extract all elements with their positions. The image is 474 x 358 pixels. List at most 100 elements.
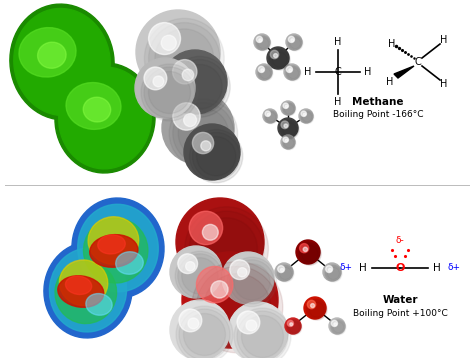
Ellipse shape bbox=[88, 217, 139, 264]
Circle shape bbox=[202, 224, 218, 240]
Circle shape bbox=[326, 266, 333, 272]
Circle shape bbox=[192, 132, 214, 154]
Circle shape bbox=[237, 311, 288, 358]
Ellipse shape bbox=[116, 252, 143, 274]
Circle shape bbox=[179, 309, 202, 332]
Circle shape bbox=[188, 318, 199, 329]
Circle shape bbox=[300, 243, 309, 253]
Ellipse shape bbox=[10, 4, 114, 120]
Circle shape bbox=[201, 141, 211, 151]
Circle shape bbox=[176, 198, 264, 286]
Circle shape bbox=[290, 323, 292, 326]
Circle shape bbox=[290, 38, 301, 49]
Circle shape bbox=[270, 50, 279, 59]
Circle shape bbox=[163, 50, 227, 114]
Text: H: H bbox=[334, 37, 342, 47]
Circle shape bbox=[281, 101, 295, 115]
Circle shape bbox=[189, 211, 264, 286]
Circle shape bbox=[283, 136, 296, 150]
Circle shape bbox=[257, 66, 273, 81]
Circle shape bbox=[196, 218, 257, 279]
Text: δ+: δ+ bbox=[447, 263, 461, 272]
Text: H: H bbox=[365, 67, 372, 77]
Circle shape bbox=[283, 137, 295, 149]
Circle shape bbox=[333, 321, 344, 333]
Circle shape bbox=[331, 320, 337, 326]
Circle shape bbox=[246, 320, 257, 331]
Circle shape bbox=[270, 50, 289, 69]
Ellipse shape bbox=[44, 242, 132, 338]
Circle shape bbox=[237, 311, 260, 334]
Circle shape bbox=[189, 211, 223, 245]
Circle shape bbox=[284, 138, 294, 148]
Circle shape bbox=[197, 137, 236, 176]
Circle shape bbox=[153, 76, 164, 87]
Polygon shape bbox=[394, 66, 414, 78]
Circle shape bbox=[161, 35, 176, 50]
Circle shape bbox=[272, 52, 287, 67]
Circle shape bbox=[269, 49, 290, 70]
Text: O: O bbox=[395, 263, 405, 273]
Circle shape bbox=[286, 66, 301, 81]
Circle shape bbox=[278, 266, 284, 272]
Circle shape bbox=[192, 132, 240, 180]
Circle shape bbox=[288, 37, 294, 43]
Circle shape bbox=[256, 64, 272, 80]
Circle shape bbox=[241, 315, 283, 358]
Circle shape bbox=[273, 54, 278, 58]
Ellipse shape bbox=[72, 198, 164, 298]
Circle shape bbox=[183, 113, 197, 127]
Circle shape bbox=[327, 267, 340, 280]
Circle shape bbox=[148, 72, 191, 113]
Ellipse shape bbox=[14, 9, 110, 116]
Circle shape bbox=[230, 260, 249, 280]
Circle shape bbox=[173, 103, 234, 164]
Circle shape bbox=[204, 274, 271, 341]
Circle shape bbox=[283, 103, 288, 108]
Circle shape bbox=[300, 243, 320, 264]
Circle shape bbox=[254, 34, 270, 50]
Circle shape bbox=[256, 37, 270, 50]
Text: C: C bbox=[415, 57, 421, 67]
Circle shape bbox=[278, 266, 293, 281]
Circle shape bbox=[286, 66, 292, 72]
Ellipse shape bbox=[58, 276, 104, 307]
Circle shape bbox=[162, 92, 234, 164]
Circle shape bbox=[184, 124, 240, 180]
Circle shape bbox=[257, 38, 269, 49]
Text: H: H bbox=[440, 35, 447, 45]
Circle shape bbox=[283, 122, 297, 136]
Circle shape bbox=[284, 104, 294, 114]
Text: Water: Water bbox=[382, 295, 418, 305]
Circle shape bbox=[149, 23, 181, 54]
Circle shape bbox=[278, 118, 298, 138]
Circle shape bbox=[173, 103, 200, 130]
Circle shape bbox=[329, 318, 345, 334]
Circle shape bbox=[222, 252, 274, 304]
Circle shape bbox=[263, 109, 277, 123]
Ellipse shape bbox=[83, 97, 111, 122]
Circle shape bbox=[135, 58, 195, 118]
Circle shape bbox=[301, 111, 306, 116]
Circle shape bbox=[288, 37, 302, 50]
Circle shape bbox=[169, 57, 230, 117]
Circle shape bbox=[182, 252, 278, 348]
Circle shape bbox=[170, 246, 222, 298]
Circle shape bbox=[173, 59, 227, 114]
Circle shape bbox=[296, 240, 320, 264]
Circle shape bbox=[259, 39, 262, 42]
Ellipse shape bbox=[37, 42, 66, 68]
Circle shape bbox=[285, 318, 301, 334]
Circle shape bbox=[234, 308, 291, 358]
Circle shape bbox=[136, 10, 220, 94]
Circle shape bbox=[285, 105, 288, 108]
Circle shape bbox=[287, 320, 293, 326]
Circle shape bbox=[285, 139, 288, 142]
Circle shape bbox=[169, 99, 237, 168]
Circle shape bbox=[284, 64, 300, 80]
Circle shape bbox=[301, 111, 313, 123]
Circle shape bbox=[289, 321, 300, 333]
Circle shape bbox=[284, 124, 288, 127]
Circle shape bbox=[265, 111, 277, 123]
Circle shape bbox=[176, 306, 233, 358]
